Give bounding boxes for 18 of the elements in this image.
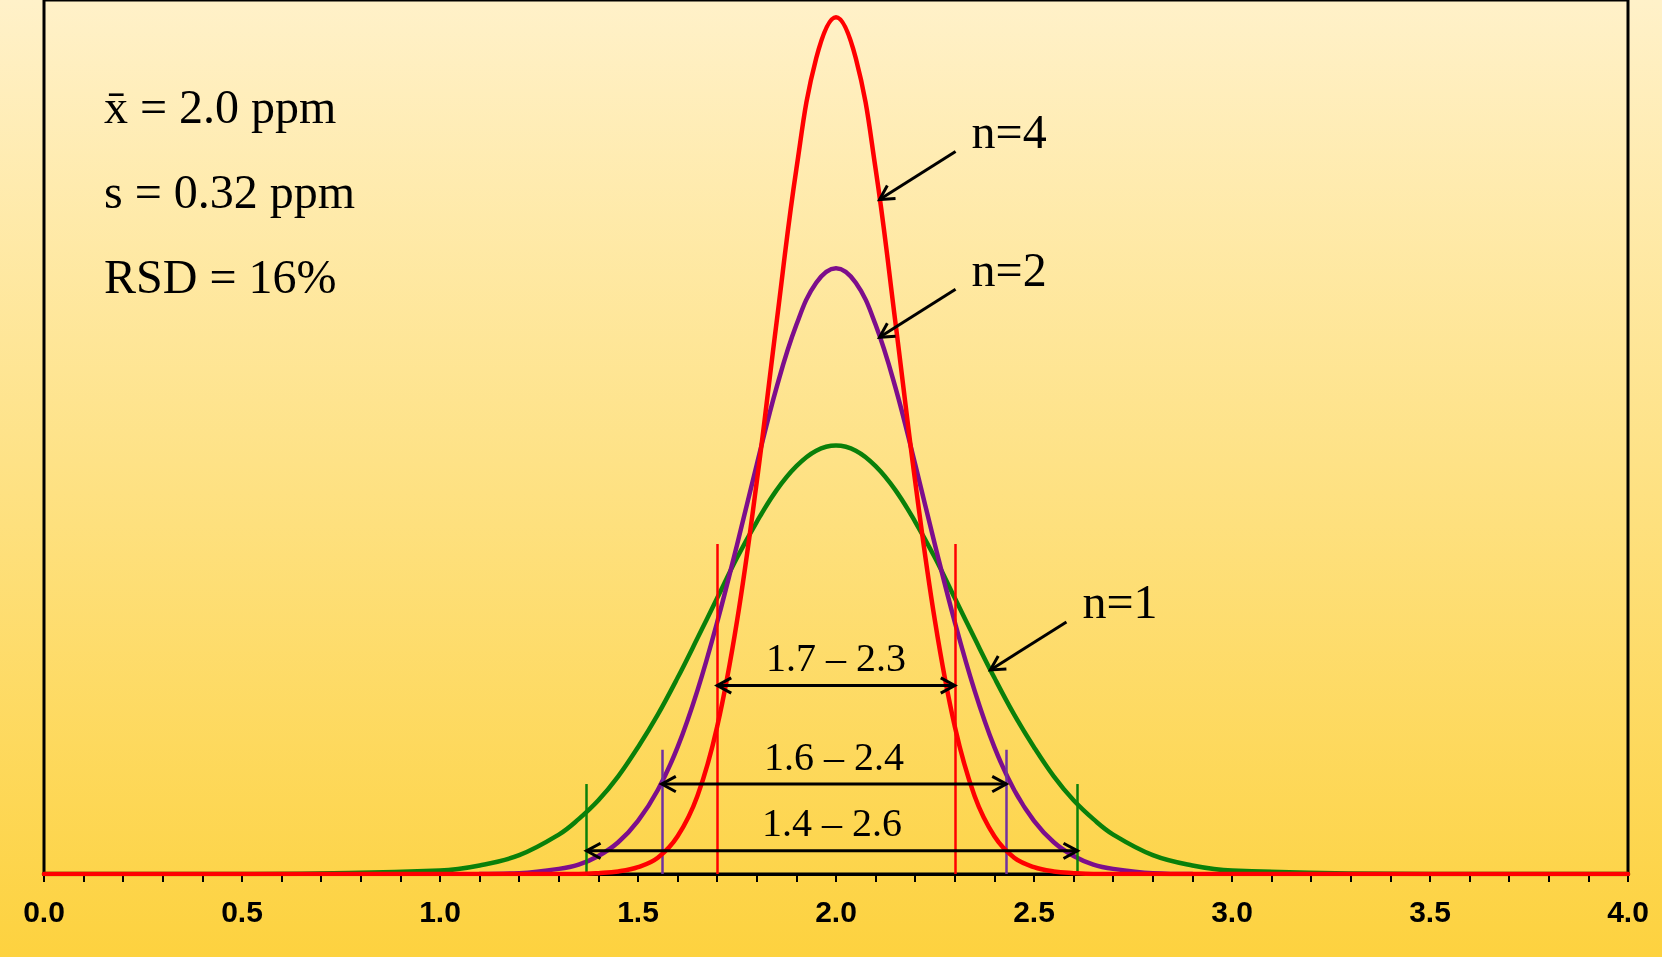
- x-tick-label: 3.5: [1409, 894, 1451, 928]
- annotation: 1.6 – 2.4: [764, 733, 905, 779]
- annotation: n=2: [971, 242, 1047, 296]
- x-tick-label: 0.5: [221, 894, 263, 928]
- x-tick-label: 1.5: [617, 894, 659, 928]
- x-tick-label: 2.0: [815, 894, 857, 928]
- annotation: 1.4 – 2.6: [762, 800, 903, 846]
- x-tick-label: 4.0: [1607, 894, 1649, 928]
- annotation: 1.7 – 2.3: [766, 634, 906, 680]
- annotation: n=1: [1082, 575, 1158, 629]
- annotation: n=4: [971, 104, 1047, 158]
- annotation: RSD = 16%: [104, 249, 337, 303]
- x-tick-label: 1.0: [419, 894, 461, 928]
- x-tick-label: 2.5: [1013, 894, 1055, 928]
- x-tick-label: 0.0: [23, 894, 65, 928]
- annotation: x̄ = 2.0 ppm: [104, 79, 337, 133]
- annotation: s = 0.32 ppm: [104, 164, 356, 218]
- x-tick-label: 3.0: [1211, 894, 1253, 928]
